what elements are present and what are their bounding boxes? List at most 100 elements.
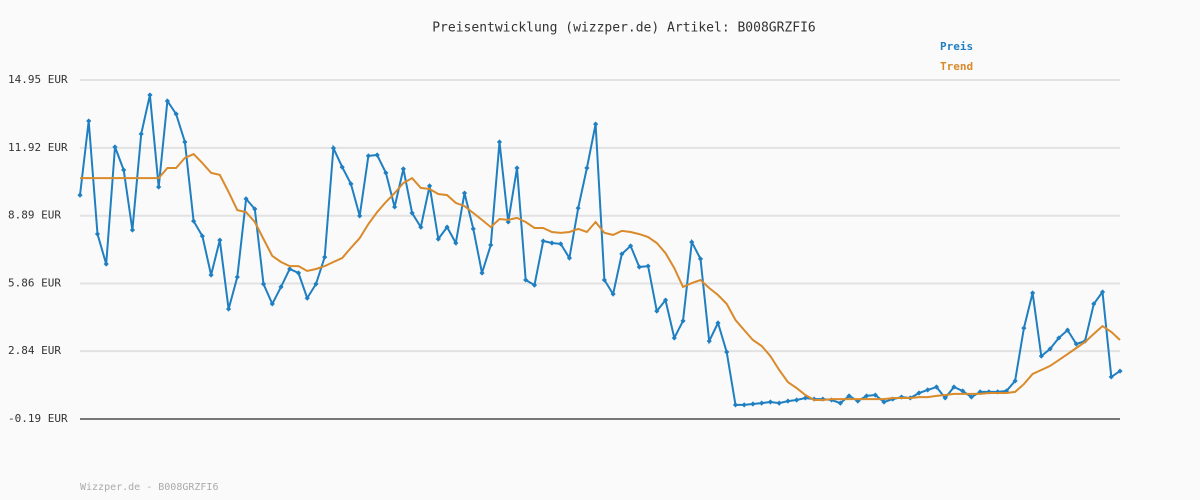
point bbox=[916, 390, 922, 396]
point bbox=[374, 152, 380, 158]
point bbox=[164, 98, 170, 104]
point bbox=[225, 306, 232, 312]
legend-entry: Trend bbox=[940, 60, 973, 73]
y-tick-label: -0.19 EUR bbox=[8, 412, 68, 425]
point bbox=[1091, 301, 1097, 307]
point bbox=[182, 139, 188, 145]
point bbox=[287, 266, 293, 272]
point bbox=[767, 399, 774, 405]
point bbox=[496, 139, 503, 145]
point bbox=[304, 295, 310, 301]
point bbox=[1056, 335, 1062, 341]
point bbox=[156, 184, 162, 190]
point bbox=[1108, 374, 1114, 380]
point bbox=[470, 226, 476, 232]
point bbox=[794, 397, 800, 403]
point bbox=[400, 166, 406, 172]
point bbox=[488, 242, 494, 248]
point bbox=[575, 205, 581, 211]
y-tick-label: 2.84 EUR bbox=[8, 344, 61, 357]
point bbox=[558, 241, 564, 247]
point bbox=[234, 274, 240, 280]
line-trend bbox=[80, 152, 1121, 401]
point bbox=[697, 256, 704, 262]
point bbox=[863, 393, 870, 399]
point bbox=[846, 393, 852, 399]
point bbox=[269, 301, 275, 307]
point bbox=[531, 282, 538, 288]
point bbox=[348, 181, 354, 187]
point bbox=[339, 164, 345, 170]
point bbox=[112, 144, 118, 150]
point bbox=[785, 398, 791, 404]
point bbox=[566, 255, 573, 261]
point bbox=[1117, 368, 1123, 374]
point bbox=[461, 190, 468, 196]
point bbox=[549, 240, 555, 246]
point bbox=[147, 92, 153, 98]
footer: Wizzper.de - B008GRZFI6 bbox=[80, 482, 218, 493]
y-tick-label: 8.89 EUR bbox=[8, 209, 61, 222]
point bbox=[1047, 346, 1053, 352]
point bbox=[627, 243, 634, 249]
y-tick-label: 5.86 EUR bbox=[8, 277, 61, 290]
point bbox=[960, 388, 966, 394]
point bbox=[199, 233, 205, 239]
point bbox=[855, 398, 861, 404]
point bbox=[392, 204, 398, 210]
y-tick-label: 11.92 EUR bbox=[8, 141, 68, 154]
line-preis bbox=[79, 94, 1121, 406]
point bbox=[741, 402, 747, 408]
point bbox=[129, 227, 136, 233]
point bbox=[77, 192, 83, 198]
point bbox=[295, 270, 302, 276]
point bbox=[330, 145, 337, 151]
point bbox=[636, 264, 642, 270]
point bbox=[523, 277, 529, 283]
point bbox=[86, 118, 92, 124]
point bbox=[1030, 290, 1036, 296]
point bbox=[252, 206, 258, 212]
point bbox=[103, 261, 109, 267]
point bbox=[759, 400, 765, 406]
point bbox=[776, 400, 782, 406]
point bbox=[890, 396, 896, 402]
point bbox=[601, 277, 607, 283]
legend-entry: Preis bbox=[940, 40, 973, 53]
point bbox=[662, 297, 669, 303]
point bbox=[138, 131, 144, 137]
point bbox=[933, 384, 940, 390]
point bbox=[837, 400, 843, 406]
point bbox=[925, 387, 931, 393]
point bbox=[1038, 353, 1044, 359]
point bbox=[191, 218, 197, 224]
point bbox=[217, 237, 223, 243]
point bbox=[951, 384, 957, 390]
point bbox=[409, 210, 415, 216]
y-tick-label: 14.95 EUR bbox=[8, 73, 68, 86]
point bbox=[243, 196, 249, 202]
point bbox=[479, 270, 485, 276]
point bbox=[435, 236, 441, 242]
point bbox=[619, 251, 625, 257]
chart-title: Preisentwicklung (wizzper.de) Artikel: B… bbox=[432, 21, 816, 36]
point bbox=[418, 224, 424, 230]
point bbox=[610, 291, 616, 297]
point bbox=[208, 272, 214, 278]
point bbox=[173, 111, 179, 117]
point bbox=[357, 213, 363, 219]
point bbox=[1064, 327, 1071, 333]
point bbox=[942, 395, 948, 401]
point bbox=[260, 281, 267, 287]
point bbox=[881, 399, 887, 405]
point bbox=[645, 263, 651, 269]
point bbox=[724, 349, 730, 355]
point bbox=[750, 401, 756, 407]
point bbox=[313, 281, 319, 287]
point bbox=[593, 121, 599, 127]
point bbox=[802, 395, 808, 401]
point bbox=[540, 238, 546, 244]
